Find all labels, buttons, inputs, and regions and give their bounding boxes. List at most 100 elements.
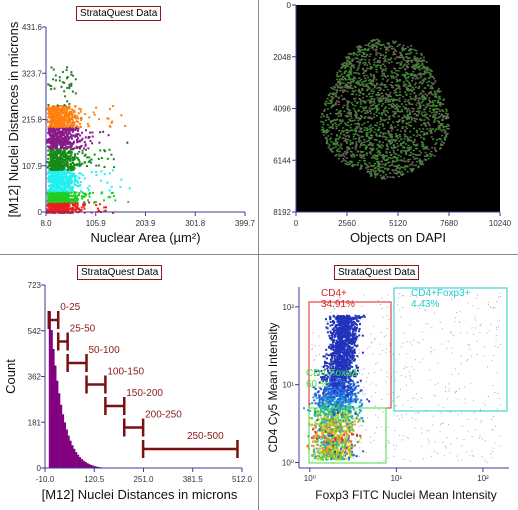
tissue-cell [428,71,431,74]
data-point [368,372,369,374]
data-point [52,208,55,211]
tissue-cell [433,90,436,93]
distance-histogram[interactable]: 0-2525-5050-100100-150150-200200-250250-… [0,255,258,510]
data-point [362,374,363,376]
tissue-cell [383,127,386,130]
tissue-cell [376,41,379,44]
data-point [55,117,58,119]
data-point [79,145,82,148]
tissue-cell [407,144,410,147]
tissue-cell [391,161,394,164]
tissue-cell [334,143,337,146]
data-point [73,180,76,183]
data-point [59,125,62,128]
tissue-cell [377,64,380,67]
tissue-cell [340,143,343,145]
range-gate: 0-25 [47,302,81,329]
tissue-cell [337,103,340,106]
tissue-cell [378,165,381,167]
nuclei-distance-scatter-plot[interactable]: 8.0 105.9 203.9 301.8 399.70107.9215.8323.74… [0,0,258,254]
tissue-cell [342,106,344,109]
tissue-cell [357,72,360,75]
tissue-cell [363,138,366,141]
tissue-cell [432,83,435,85]
tissue-cell [385,47,388,50]
tissue-cell [360,99,363,101]
tissue-cell [383,156,386,158]
tissue-cell [349,82,352,85]
data-point [82,203,85,206]
tissue-cell [368,109,371,111]
data-point [71,90,74,93]
tissue-cell [349,126,352,129]
data-point [74,205,77,208]
data-point [50,151,53,153]
tissue-cell [404,160,407,163]
tissue-cell [361,58,364,61]
data-point [66,163,69,166]
data-point [56,127,59,130]
tissue-cell [358,130,361,133]
histogram-bar [69,440,72,468]
data-point [70,178,73,181]
tissue-cell [396,156,399,159]
tissue-cell [389,127,392,129]
tissue-cell [326,129,328,131]
data-point [52,149,55,152]
data-point [65,193,68,196]
tissue-image-plot[interactable]: 0 2560 5120 7680 1024002048409661448192Objec… [259,0,518,254]
tissue-cell [392,170,395,172]
data-point [75,120,78,123]
data-point [79,123,81,126]
data-point [68,126,71,129]
tissue-cell [415,104,418,106]
tissue-cell [384,46,386,48]
tissue-cell [398,43,401,46]
tissue-cell [389,143,392,145]
tissue-cell [327,94,330,96]
tissue-cell [358,63,361,65]
tissue-cell [350,117,353,119]
data-point [52,115,55,118]
tissue-cell [399,171,401,174]
tissue-cell [371,95,374,98]
data-point [57,125,60,128]
tissue-cell [392,159,395,162]
tissue-cell [329,126,332,128]
tissue-cell [368,82,371,84]
tissue-cell [380,105,383,107]
data-point [77,112,80,115]
data-point [64,110,67,113]
tissue-cell [384,106,387,108]
tissue-cell [437,97,440,99]
tissue-cell [418,150,421,152]
data-point [78,209,81,212]
data-point [66,193,69,196]
data-point [64,160,67,163]
tissue-cell [320,129,323,131]
tissue-cell [393,52,395,55]
tissue-cell [356,154,359,156]
data-point [54,188,57,191]
tissue-cell [386,80,389,83]
tissue-cell [339,70,342,73]
data-point [67,195,70,198]
data-point [55,180,58,183]
tissue-cell [381,78,384,80]
data-point [49,180,51,183]
data-point [66,205,69,208]
data-point [73,115,76,118]
tissue-cell [341,65,344,68]
x-tick-label: 120.5 [84,475,105,484]
tissue-cell [340,95,343,97]
tissue-cell [376,161,379,163]
tissue-cell [422,145,425,148]
data-point [386,315,388,317]
tissue-cell [323,110,326,112]
cd4-foxp3-scatter-plot[interactable]: CD4+34.91%CD4+Foxp3+4.43%CD4-Foxp3-60.%1… [259,255,518,510]
tissue-cell [390,95,392,98]
tissue-cell [443,98,445,101]
data-point [52,68,55,71]
tissue-cell [416,60,418,62]
tissue-cell [345,163,348,166]
